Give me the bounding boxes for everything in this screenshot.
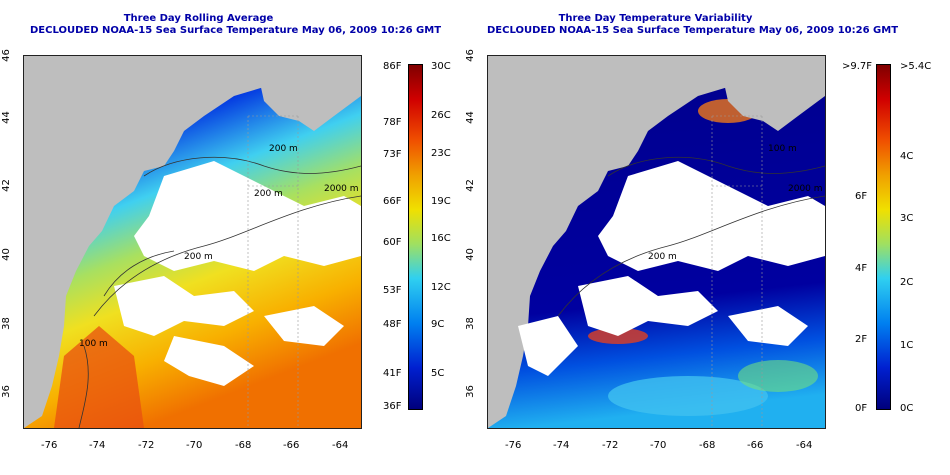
cbar-c-26: 26C (431, 110, 451, 121)
cloud-cover-3 (164, 336, 254, 386)
contour-label-200m-right: 200 m (648, 252, 677, 262)
left-x-tick-74: -74 (89, 440, 106, 451)
right-x-tick-74: -74 (553, 440, 570, 451)
cloud-cover-right-3 (518, 316, 578, 376)
contour-200m (143, 156, 361, 177)
var-cbar-c-2: 2C (900, 277, 914, 288)
var-cbar-f-2: 2F (855, 334, 868, 345)
var-cbar-c-1: 1C (900, 340, 914, 351)
left-x-tick-72: -72 (138, 440, 155, 451)
right-x-tick-70: -70 (650, 440, 667, 451)
contour-label-200m-b: 200 m (254, 189, 283, 199)
cbar-f-41: 41F (383, 368, 402, 379)
right-y-tick-42: 42 (464, 179, 476, 192)
contour-shelf (103, 250, 175, 297)
contour-2000m-right (557, 195, 825, 317)
cbar-c-30: 30C (431, 61, 451, 72)
land-area (24, 56, 361, 428)
contour-label-2000m: 2000 m (324, 184, 359, 194)
variability-hotspot-south (608, 376, 768, 416)
cloud-cover (134, 161, 361, 271)
sst-average-map: 200 m 2000 m 200 m 200 m 100 m (23, 55, 362, 429)
cbar-f-78: 78F (383, 117, 402, 128)
nova-scotia-land-right (718, 56, 825, 131)
right-subtitle: DECLOUDED NOAA-15 Sea Surface Temperatur… (487, 25, 899, 36)
left-y-tick-44: 44 (0, 111, 12, 124)
contour-2000m (93, 195, 361, 317)
var-cbar-c-3: 3C (900, 213, 914, 224)
left-x-tick-76: -76 (41, 440, 58, 451)
cloud-cover-right-2 (578, 276, 718, 336)
left-x-tick-68: -68 (235, 440, 252, 451)
left-x-tick-66: -66 (283, 440, 300, 451)
var-cbar-f-4: 4F (855, 263, 868, 274)
var-cbar-f-6: 6F (855, 191, 868, 202)
right-x-tick-68: -68 (699, 440, 716, 451)
graticule-right (711, 115, 763, 428)
cbar-f-66: 66F (383, 196, 402, 207)
right-y-tick-40: 40 (464, 248, 476, 261)
sst-variability-map: 100 m 2000 m 200 m (487, 55, 826, 429)
graticule (247, 115, 299, 428)
warm-coastal-water (54, 326, 144, 428)
left-y-tick-38: 38 (0, 317, 12, 330)
cbar-f-73: 73F (383, 149, 402, 160)
right-x-tick-76: -76 (505, 440, 522, 451)
cbar-f-53: 53F (383, 285, 402, 296)
left-subtitle: DECLOUDED NOAA-15 Sea Surface Temperatur… (30, 25, 442, 36)
contour-label-100m-right: 100 m (768, 144, 797, 154)
contour-label-200m: 200 m (269, 144, 298, 154)
cbar-f-86: 86F (383, 61, 402, 72)
right-x-tick-66: -66 (747, 440, 764, 451)
var-cbar-c-0: 0C (900, 403, 914, 414)
var-cbar-c-max: >5.4C (900, 61, 932, 72)
right-y-tick-44: 44 (464, 111, 476, 124)
cbar-f-48: 48F (383, 319, 402, 330)
cbar-c-5: 5C (431, 368, 445, 379)
contour-label-2000m-right: 2000 m (788, 184, 823, 194)
contour-200m-right (607, 156, 825, 177)
contour-label-100m: 100 m (79, 339, 108, 349)
right-y-tick-46: 46 (464, 49, 476, 62)
contour-label-200m-c: 200 m (184, 252, 213, 262)
cloud-cover-right-4 (728, 306, 808, 346)
variability-colorbar (876, 64, 891, 410)
cloud-cover-2 (114, 276, 254, 336)
cbar-c-19: 19C (431, 196, 451, 207)
var-cbar-f-max: >9.7F (842, 61, 873, 72)
left-y-tick-46: 46 (0, 49, 12, 62)
land-area-right (488, 56, 825, 428)
left-y-tick-36: 36 (0, 385, 12, 398)
left-x-tick-70: -70 (186, 440, 203, 451)
right-y-tick-38: 38 (464, 317, 476, 330)
left-y-tick-42: 42 (0, 179, 12, 192)
right-x-tick-64: -64 (796, 440, 813, 451)
cbar-c-9: 9C (431, 319, 445, 330)
right-y-tick-36: 36 (464, 385, 476, 398)
right-title: Three Day Temperature Variability (558, 13, 753, 24)
left-x-tick-64: -64 (332, 440, 349, 451)
cloud-cover-4 (264, 306, 344, 346)
cbar-c-12: 12C (431, 282, 451, 293)
cbar-c-23: 23C (431, 148, 451, 159)
var-cbar-f-0: 0F (855, 403, 868, 414)
left-title: Three Day Rolling Average (123, 13, 274, 24)
right-x-tick-72: -72 (602, 440, 619, 451)
cloud-cover-right (598, 161, 825, 271)
contour-coast (78, 345, 89, 428)
nova-scotia-land (254, 56, 361, 131)
sst-colorbar (408, 64, 423, 410)
cbar-f-60: 60F (383, 237, 402, 248)
left-y-tick-40: 40 (0, 248, 12, 261)
var-cbar-c-4: 4C (900, 151, 914, 162)
cbar-f-36: 36F (383, 401, 402, 412)
cbar-c-16: 16C (431, 233, 451, 244)
variability-hotspot-southeast (738, 360, 818, 392)
